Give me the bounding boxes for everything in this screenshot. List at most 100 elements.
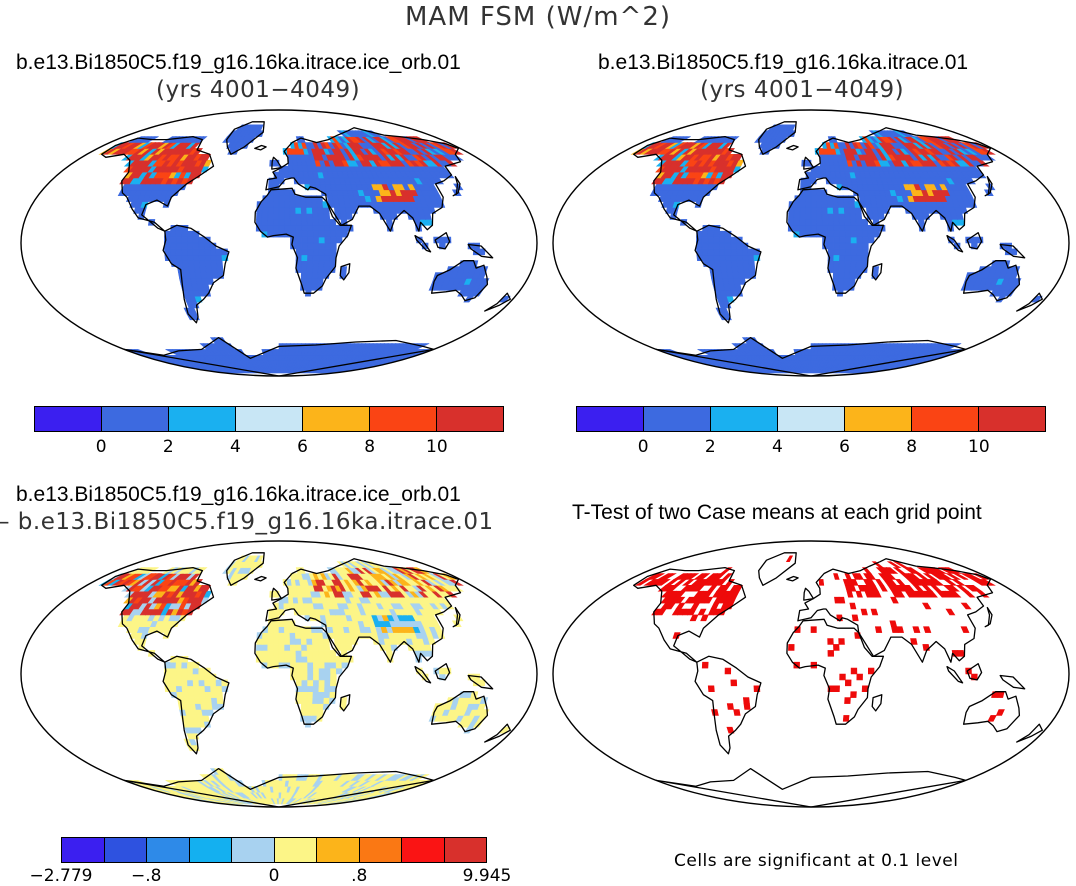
grid-cell xyxy=(301,248,308,256)
grid-cell xyxy=(295,225,303,232)
grid-cell xyxy=(951,579,966,586)
grid-cell xyxy=(330,242,337,250)
grid-cell xyxy=(313,673,320,681)
grid-cell xyxy=(385,650,393,657)
grid-cell xyxy=(307,673,314,681)
grid-cell xyxy=(312,260,320,267)
grid-cell xyxy=(307,667,314,675)
grid-cell xyxy=(742,254,749,261)
map-bottom-right xyxy=(552,540,1070,808)
coastlines xyxy=(101,121,511,376)
colorbar-tick-label: 10 xyxy=(426,437,448,457)
grid-cell xyxy=(267,632,274,639)
grid-cell xyxy=(198,673,205,681)
colorbar-segment xyxy=(359,838,402,862)
grid-cell xyxy=(295,650,303,657)
grid-cell xyxy=(203,159,213,167)
grid-cell xyxy=(439,236,446,244)
grid-cell xyxy=(833,236,841,244)
grid-cell xyxy=(307,236,314,244)
grid-cell xyxy=(674,596,686,604)
grid-cell xyxy=(837,284,845,291)
grid-cell xyxy=(323,697,331,704)
grid-cell xyxy=(856,673,863,681)
grid-cell xyxy=(301,254,308,261)
grid-cell xyxy=(724,254,732,261)
coastline-eurasia xyxy=(797,558,994,663)
grid-cell xyxy=(187,260,195,267)
grid-cell xyxy=(181,230,188,238)
grid-cell xyxy=(707,242,714,250)
grid-cell xyxy=(175,685,183,692)
grid-cell xyxy=(283,165,290,173)
grid-cell xyxy=(324,656,331,663)
grid-cell xyxy=(837,201,845,208)
coastline-southAmerica xyxy=(162,224,230,324)
grid-cell xyxy=(718,242,726,250)
grid-cell xyxy=(839,248,846,256)
grid-cell xyxy=(996,691,1005,698)
grid-cell xyxy=(736,254,744,261)
grid-cell xyxy=(288,165,294,173)
grid-cell xyxy=(330,230,337,238)
grid-cell xyxy=(278,638,285,645)
grid-cell xyxy=(810,626,817,633)
grid-cell xyxy=(203,590,213,598)
coastline-africa xyxy=(786,618,885,725)
coastline-uk xyxy=(271,587,283,601)
grid-cell xyxy=(923,626,932,633)
grid-cell xyxy=(917,219,925,226)
grid-cell xyxy=(324,230,331,238)
grid-cell xyxy=(721,573,733,580)
grid-cell xyxy=(316,632,324,639)
grid-cell xyxy=(833,260,840,267)
grid-cell xyxy=(810,213,817,220)
grid-cell xyxy=(181,679,188,687)
grid-cell xyxy=(821,195,828,202)
coastline-africa xyxy=(254,618,353,725)
grid-cell xyxy=(849,602,857,610)
grid-cell xyxy=(810,171,817,179)
grid-cell xyxy=(261,213,269,220)
grid-cell xyxy=(805,201,812,208)
grid-cell xyxy=(261,219,269,226)
coastline-japan xyxy=(984,175,993,197)
coastline-nz xyxy=(484,292,511,312)
grid-cell xyxy=(312,266,319,273)
grid-cell xyxy=(323,644,331,651)
grid-cell xyxy=(844,679,852,687)
grid-cell xyxy=(838,219,846,226)
grid-cell xyxy=(318,248,326,256)
grid-cell xyxy=(832,272,840,279)
grid-cell xyxy=(192,685,200,692)
coastline-sumatra xyxy=(946,234,964,253)
grid-cell xyxy=(793,207,801,214)
grid-cell xyxy=(862,242,869,250)
grid-cell xyxy=(340,213,348,220)
grid-cell xyxy=(209,248,217,256)
colorbar-tick-label: 10 xyxy=(968,437,990,457)
grid-cell xyxy=(845,242,852,250)
panel-subtitle-top-right: (yrs 4001−4049) xyxy=(700,77,905,103)
grid-cell xyxy=(276,360,280,368)
coastline-newGuinea xyxy=(467,243,494,259)
grid-cell xyxy=(702,254,710,261)
grid-cell xyxy=(839,254,846,261)
grid-cell xyxy=(867,230,875,238)
grid-cell xyxy=(833,248,840,256)
grid-cell xyxy=(318,656,326,663)
grid-cell xyxy=(855,590,863,598)
grid-cell xyxy=(323,691,331,698)
grid-cell xyxy=(810,207,817,214)
grid-cell xyxy=(731,260,739,267)
grid-cell xyxy=(181,685,189,692)
colorbar-segment xyxy=(402,838,445,862)
grid-cell xyxy=(844,260,852,267)
map-border xyxy=(20,540,538,808)
grid-cell xyxy=(850,254,858,261)
grid-cell xyxy=(335,225,343,232)
grid-cell xyxy=(284,644,291,651)
grid-cell xyxy=(318,230,326,238)
colorbar-tick-label: 2 xyxy=(704,437,716,457)
grid-cell xyxy=(300,638,308,645)
